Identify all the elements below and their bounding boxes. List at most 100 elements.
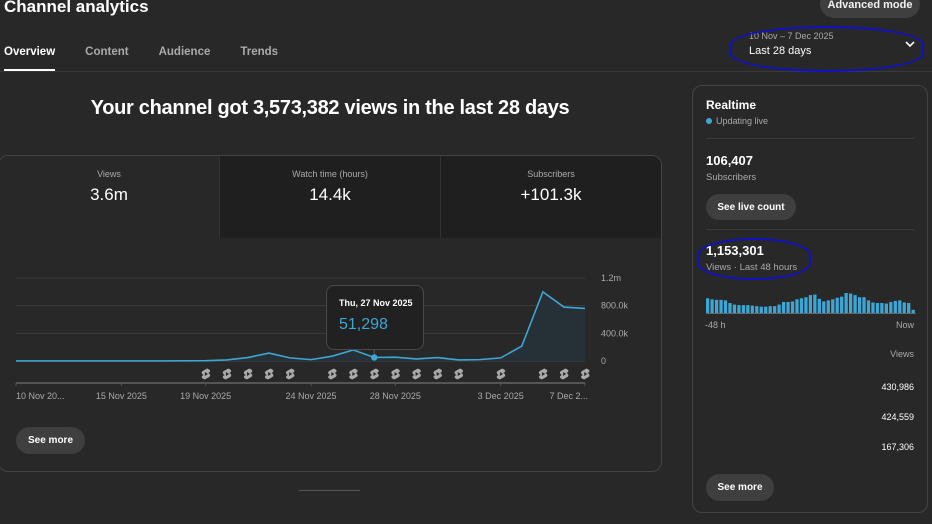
realtime-bar bbox=[723, 300, 728, 313]
live-status-text: Updating live bbox=[716, 116, 769, 126]
realtime-bar bbox=[911, 309, 915, 313]
y-tick-label: 0 bbox=[601, 356, 606, 366]
live-status: Updating live bbox=[706, 116, 768, 126]
chart-tooltip: Thu, 27 Nov 2025 51,298 bbox=[326, 285, 424, 350]
realtime-views-value: 1,153,301 bbox=[706, 243, 764, 258]
shorts-icon[interactable] bbox=[412, 368, 421, 380]
realtime-bar bbox=[755, 306, 759, 313]
tab-content[interactable]: Content bbox=[85, 46, 129, 58]
realtime-see-more-button[interactable]: See more bbox=[706, 474, 774, 501]
realtime-bar bbox=[875, 303, 880, 313]
realtime-bar bbox=[777, 304, 781, 313]
tooltip-date: Thu, 27 Nov 2025 bbox=[339, 298, 413, 308]
realtime-bar bbox=[840, 296, 844, 313]
y-tick-label: 1.2m bbox=[601, 273, 621, 283]
series-line bbox=[16, 290, 586, 362]
metric-value: 3.6m bbox=[90, 185, 128, 204]
shorts-icon[interactable] bbox=[559, 368, 569, 380]
see-live-count-button[interactable]: See live count bbox=[706, 194, 796, 220]
realtime-bar bbox=[862, 297, 866, 313]
date-range-text: 10 Nov – 7 Dec 2025 bbox=[749, 31, 834, 41]
shorts-icon[interactable] bbox=[496, 368, 506, 380]
realtime-bar bbox=[817, 298, 821, 313]
x-tick-label: 15 Nov 2025 bbox=[96, 391, 147, 401]
highlight-point bbox=[371, 354, 378, 361]
realtime-views-label: Views · Last 48 hours bbox=[706, 262, 798, 273]
realtime-card: Realtime Updating live 106,407 Subscribe… bbox=[692, 85, 928, 513]
shorts-icon[interactable] bbox=[243, 368, 253, 380]
area-fill bbox=[16, 291, 585, 361]
realtime-bar bbox=[907, 303, 911, 313]
realtime-bar bbox=[795, 299, 799, 313]
realtime-bar bbox=[764, 306, 768, 313]
realtime-bar bbox=[848, 293, 853, 313]
realtime-bar bbox=[750, 305, 754, 313]
realtime-bar bbox=[790, 301, 795, 313]
tab-overview[interactable]: Overview bbox=[4, 36, 56, 72]
realtime-subscribers-label: Subscribers bbox=[706, 172, 757, 183]
realtime-bar bbox=[741, 305, 746, 313]
realtime-bar bbox=[710, 299, 714, 313]
x-tick-label: 19 Nov 2025 bbox=[180, 391, 231, 401]
realtime-bar bbox=[773, 306, 777, 313]
realtime-bar bbox=[831, 299, 835, 313]
realtime-bar bbox=[737, 305, 741, 313]
views-headline: Your channel got 3,573,382 views in the … bbox=[90, 97, 570, 119]
shorts-icon[interactable] bbox=[370, 368, 379, 380]
shorts-icon[interactable] bbox=[454, 368, 464, 380]
shorts-icon[interactable] bbox=[538, 368, 548, 380]
metric-tabs: Views 3.6m Watch time (hours) 14.4k Subs… bbox=[0, 156, 661, 238]
realtime-bar bbox=[866, 300, 871, 313]
realtime-bar bbox=[746, 305, 750, 313]
realtime-bar bbox=[759, 306, 763, 313]
tab-trends[interactable]: Trends bbox=[240, 46, 279, 58]
chevron-down-icon bbox=[905, 41, 915, 48]
realtime-bar bbox=[871, 302, 875, 313]
shorts-icon[interactable] bbox=[581, 368, 590, 380]
shorts-icon[interactable] bbox=[328, 368, 337, 380]
realtime-bar bbox=[808, 295, 813, 313]
realtime-bar bbox=[835, 297, 839, 313]
shorts-icon[interactable] bbox=[391, 368, 400, 380]
realtime-row-value: 424,559 bbox=[881, 412, 914, 422]
realtime-bar bbox=[719, 299, 723, 313]
tooltip-value: 51,298 bbox=[339, 316, 388, 333]
realtime-bar bbox=[799, 298, 804, 313]
x-tick-label: 28 Nov 2025 bbox=[370, 391, 421, 401]
scroll-handle[interactable] bbox=[299, 490, 360, 491]
realtime-bar-chart bbox=[706, 293, 916, 314]
metric-label: Subscribers bbox=[527, 169, 575, 179]
date-range-label: Last 28 days bbox=[749, 45, 812, 57]
realtime-bar bbox=[857, 297, 862, 313]
advanced-mode-button[interactable]: Advanced mode bbox=[820, 0, 920, 18]
realtime-bar bbox=[786, 301, 790, 313]
page-title: Channel analytics bbox=[4, 0, 149, 16]
realtime-bar bbox=[902, 302, 906, 313]
metric-watch-time[interactable]: Watch time (hours) 14.4k bbox=[220, 156, 441, 238]
shorts-icon[interactable] bbox=[222, 368, 232, 380]
date-range-picker[interactable]: 10 Nov – 7 Dec 2025 Last 28 days bbox=[740, 28, 922, 70]
y-tick-label: 400.0k bbox=[601, 328, 629, 338]
realtime-axis-start: -48 h bbox=[705, 320, 726, 330]
realtime-column-header: Views bbox=[890, 349, 914, 359]
shorts-icon[interactable] bbox=[349, 368, 358, 380]
see-more-button[interactable]: See more bbox=[16, 427, 85, 454]
shorts-icon[interactable] bbox=[264, 368, 274, 380]
metric-views[interactable]: Views 3.6m bbox=[0, 156, 220, 238]
x-tick-label: 7 Dec 2... bbox=[549, 391, 588, 401]
realtime-bar bbox=[898, 300, 902, 313]
shorts-icon[interactable] bbox=[285, 368, 295, 380]
realtime-axis-end: Now bbox=[895, 320, 914, 330]
realtime-bar bbox=[706, 298, 710, 313]
tab-audience[interactable]: Audience bbox=[158, 46, 211, 58]
shorts-icon[interactable] bbox=[201, 368, 211, 380]
realtime-title: Realtime bbox=[706, 98, 757, 112]
realtime-bar bbox=[893, 300, 897, 313]
metric-label: Watch time (hours) bbox=[292, 169, 368, 179]
shorts-icon[interactable] bbox=[433, 368, 442, 380]
x-tick-label: 3 Dec 2025 bbox=[478, 391, 524, 401]
divider bbox=[706, 229, 914, 230]
metric-subscribers[interactable]: Subscribers +101.3k bbox=[441, 156, 661, 238]
metric-label: Views bbox=[97, 169, 121, 179]
